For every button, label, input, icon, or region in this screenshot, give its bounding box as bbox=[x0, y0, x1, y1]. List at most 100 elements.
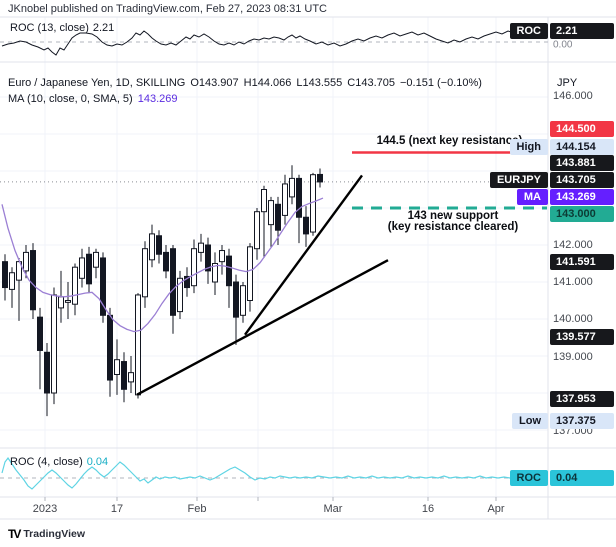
candle-body bbox=[177, 277, 183, 313]
candle-body bbox=[51, 294, 57, 394]
price-badge: 139.577 bbox=[550, 329, 614, 345]
candle-body bbox=[23, 251, 29, 272]
candle-body bbox=[261, 189, 267, 213]
trendline bbox=[244, 174, 363, 336]
ohlc-open: O143.907 bbox=[190, 77, 239, 89]
price-badge: 144.154 bbox=[550, 139, 614, 155]
symbol-title: Euro / Japanese Yen, 1D, SKILLING bbox=[8, 77, 186, 89]
candle-body bbox=[72, 266, 78, 305]
candle-body bbox=[100, 257, 106, 316]
candle-body bbox=[233, 281, 239, 318]
candle-body bbox=[135, 294, 141, 396]
candle-body bbox=[107, 314, 113, 381]
roc4-legend[interactable]: ROC (4, close) 0.04 bbox=[10, 456, 108, 468]
candle-body bbox=[65, 300, 71, 303]
candle-body bbox=[226, 255, 232, 287]
tradingview-logo[interactable]: TV TradingView bbox=[8, 527, 85, 541]
price-badge: 143.269 bbox=[550, 189, 614, 205]
candle-body bbox=[37, 316, 43, 351]
tradingview-wordmark: TradingView bbox=[23, 528, 86, 540]
candle-body bbox=[93, 251, 99, 268]
roc13-legend[interactable]: ROC (13, close) 2.21 bbox=[10, 22, 114, 34]
ohlc-close: C143.705 bbox=[347, 77, 395, 89]
price-tick[interactable]: 141.000 bbox=[553, 276, 593, 288]
roc13-value: 2.21 bbox=[92, 22, 115, 34]
candle-body bbox=[86, 253, 92, 285]
ma-legend[interactable]: MA (10, close, 0, SMA, 5) 143.269 bbox=[8, 93, 177, 105]
roc-series-badge: ROC bbox=[509, 470, 548, 486]
price-badge: 0.04 bbox=[550, 470, 614, 486]
candle-body bbox=[128, 372, 134, 383]
price-badge: 143.000 bbox=[550, 206, 614, 222]
candle-body bbox=[121, 361, 127, 390]
ohlc-low: L143.555 bbox=[296, 77, 343, 89]
price-badge: 2.21 bbox=[550, 23, 614, 39]
candle-body bbox=[9, 272, 15, 290]
candle-body bbox=[114, 359, 120, 376]
price-tick[interactable]: 140.000 bbox=[553, 313, 593, 325]
roc4-value: 0.04 bbox=[86, 456, 109, 468]
roc13-label: ROC (13, close) bbox=[10, 22, 89, 34]
candle-body bbox=[79, 257, 85, 279]
roc13-line bbox=[1, 29, 544, 56]
price-tick[interactable]: 142.000 bbox=[553, 239, 593, 251]
candle-body bbox=[254, 211, 260, 250]
ma-value: 143.269 bbox=[137, 93, 178, 105]
candle-body bbox=[240, 285, 246, 316]
time-axis-label[interactable]: Mar bbox=[323, 503, 343, 515]
roc4-line bbox=[1, 456, 544, 490]
price-badge: 144.500 bbox=[550, 121, 614, 137]
candle-body bbox=[205, 244, 211, 272]
ma-label: MA (10, close, 0, SMA, 5) bbox=[8, 93, 133, 105]
candle-body bbox=[247, 246, 253, 302]
candle-body bbox=[212, 263, 218, 283]
ma-series-badge: MA bbox=[516, 189, 548, 205]
candle-body bbox=[170, 248, 176, 316]
support-annotation-line2: (key resistance cleared) bbox=[387, 221, 519, 233]
tradingview-logo-icon: TV bbox=[8, 527, 21, 541]
high-series-badge: High bbox=[509, 139, 548, 155]
candle-body bbox=[30, 250, 36, 311]
candle-body bbox=[191, 248, 197, 287]
time-axis-label[interactable]: 2023 bbox=[32, 503, 58, 515]
candle-body bbox=[317, 173, 323, 183]
time-axis-label[interactable]: Feb bbox=[187, 503, 207, 515]
currency-label: JPY bbox=[557, 77, 578, 89]
roc-series-badge: ROC bbox=[509, 23, 548, 39]
candle-body bbox=[142, 248, 148, 298]
candle-body bbox=[149, 233, 155, 261]
publish-line: JKnobel published on TradingView.com, Fe… bbox=[8, 3, 327, 15]
candle-body bbox=[184, 275, 190, 289]
price-badge: 137.953 bbox=[550, 391, 614, 407]
candle-body bbox=[156, 235, 162, 255]
time-axis-label[interactable]: 16 bbox=[421, 503, 435, 515]
price-badge: 137.375 bbox=[550, 413, 614, 429]
ohlc-high: H144.066 bbox=[243, 77, 292, 89]
price-tick[interactable]: 139.000 bbox=[553, 351, 593, 363]
candle-body bbox=[289, 177, 295, 198]
candle-body bbox=[303, 216, 309, 235]
price-change: −0.151 (−0.10%) bbox=[400, 77, 482, 89]
candle-body bbox=[282, 183, 288, 216]
low-series-badge: Low bbox=[512, 413, 548, 429]
time-axis-label[interactable]: 17 bbox=[110, 503, 124, 515]
symbol-legend[interactable]: Euro / Japanese Yen, 1D, SKILLING O143.90… bbox=[8, 77, 487, 89]
candle-body bbox=[163, 251, 169, 272]
price-tick[interactable]: 146.000 bbox=[553, 90, 593, 102]
candle-body bbox=[198, 242, 204, 253]
ma-line bbox=[1, 197, 324, 333]
candle-body bbox=[268, 200, 274, 226]
resistance-annotation: 144.5 (next key resistance) bbox=[376, 135, 523, 147]
candle-body bbox=[44, 351, 50, 394]
time-axis-label[interactable]: Apr bbox=[487, 503, 505, 515]
price-badge: 141.591 bbox=[550, 254, 614, 270]
eurjpy-series-badge: EURJPY bbox=[489, 172, 548, 188]
candle-body bbox=[58, 296, 64, 309]
roc4-label: ROC (4, close) bbox=[10, 456, 83, 468]
price-tick[interactable]: 0.00 bbox=[553, 39, 573, 51]
price-badge: 143.705 bbox=[550, 172, 614, 188]
candle-body bbox=[275, 203, 281, 231]
price-badge: 143.881 bbox=[550, 155, 614, 171]
